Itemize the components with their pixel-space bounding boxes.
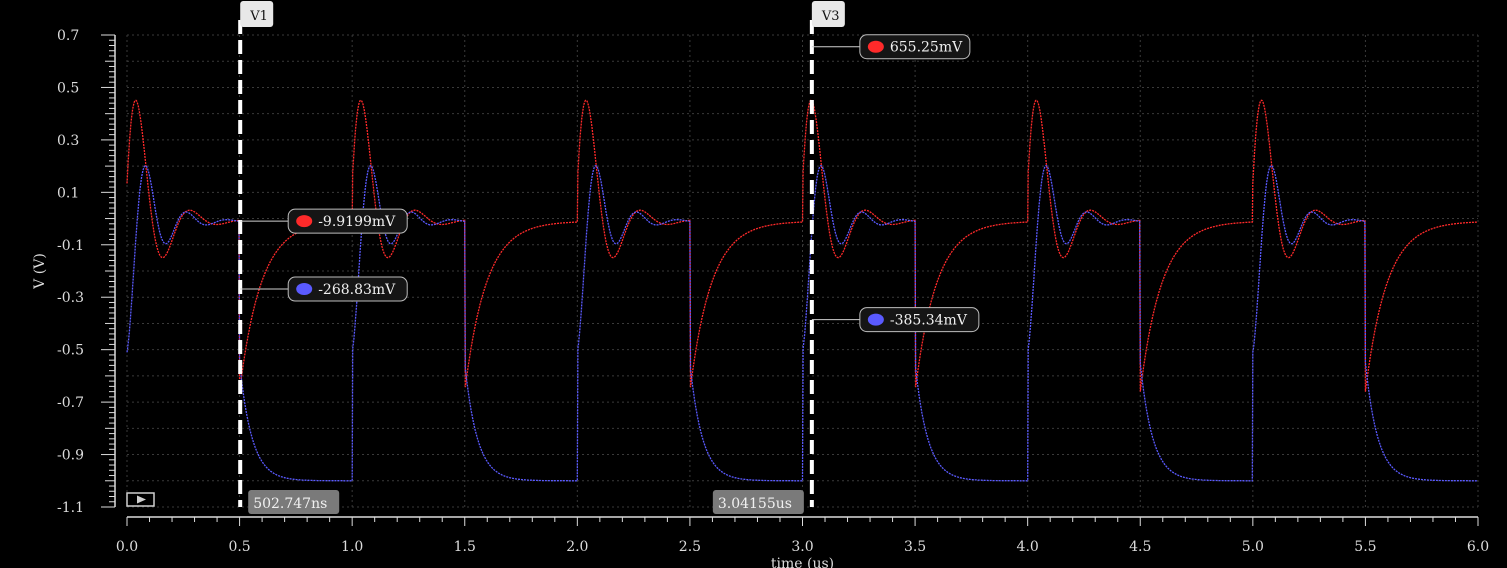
x-tick-label: 3.0	[791, 539, 813, 555]
x-axis-title: time (us)	[771, 556, 834, 568]
readout-value: 655.25mV	[890, 40, 963, 56]
readout-color-marker	[867, 313, 884, 326]
cursor-tag[interactable]	[811, 1, 845, 27]
y-tick-label: -1.1	[57, 500, 84, 516]
cursor-V1[interactable]: V1 502.747ns -9.9199mV -268.83mV	[238, 1, 408, 514]
x-tick-label: 2.5	[679, 539, 701, 555]
x-tick-label: 5.0	[1242, 539, 1264, 555]
y-axis-title: V (V)	[32, 253, 48, 290]
cursors-layer: V1 502.747ns -9.9199mV -268.83mV V3 3.04155us…	[238, 1, 980, 514]
x-tick-label: 4.0	[1017, 539, 1039, 555]
x-tick-label: 6.0	[1467, 539, 1489, 555]
readout-box	[287, 276, 408, 302]
x-tick-label: 4.5	[1129, 539, 1151, 555]
x-tick-label: 0.0	[116, 539, 138, 555]
cursor-time-box	[248, 490, 340, 514]
readout-box	[287, 208, 408, 234]
readout-color-marker	[867, 40, 884, 53]
series-layer	[126, 99, 1478, 482]
x-tick-label: 1.0	[341, 539, 363, 555]
y-tick-label: 0.7	[57, 28, 79, 44]
cursor-time-label: 3.04155us	[718, 496, 792, 512]
readout-box	[859, 307, 980, 333]
readout-value: -268.83mV	[318, 282, 396, 298]
y-tick-label: -0.9	[57, 448, 84, 464]
readout-value: -385.34mV	[890, 313, 968, 329]
series-blue-line	[126, 165, 1478, 482]
series-red-line	[126, 99, 1478, 392]
cursor-time-box	[712, 490, 804, 514]
readout-color-marker	[296, 283, 313, 296]
y-tick-label: 0.3	[57, 133, 79, 149]
cursor-tag-label: V3	[821, 9, 840, 24]
x-tick-label: 5.5	[1354, 539, 1376, 555]
y-tick-label: -0.3	[57, 290, 84, 306]
readout-value: -9.9199mV	[318, 214, 396, 230]
play-icon	[137, 495, 146, 504]
axes: 0.7 0.5 0.3 0.1 -0.1 -0.3 -0.5 -0.7 -0.9 -1.1 0.0 0…	[57, 28, 1489, 555]
y-tick-label: 0.1	[57, 185, 79, 201]
readout-color-marker	[296, 215, 313, 228]
y-tick-label: -0.1	[57, 238, 84, 254]
x-tick-label: 0.5	[228, 539, 250, 555]
readout-box	[859, 34, 971, 60]
cursor-time-label: 502.747ns	[253, 496, 327, 512]
y-tick-label: -0.5	[57, 343, 84, 359]
y-tick-label: 0.5	[57, 80, 79, 96]
cursor-tag-label: V1	[249, 9, 268, 24]
y-tick-label: -0.7	[57, 395, 84, 411]
play-button[interactable]	[126, 492, 155, 507]
x-tick-label: 1.5	[454, 539, 476, 555]
x-tick-label: 2.0	[566, 539, 588, 555]
cursor-V3[interactable]: V3 3.04155us 655.25mV -385.34mV	[712, 1, 980, 514]
cursor-tag[interactable]	[240, 1, 274, 27]
x-tick-label: 3.5	[904, 539, 926, 555]
